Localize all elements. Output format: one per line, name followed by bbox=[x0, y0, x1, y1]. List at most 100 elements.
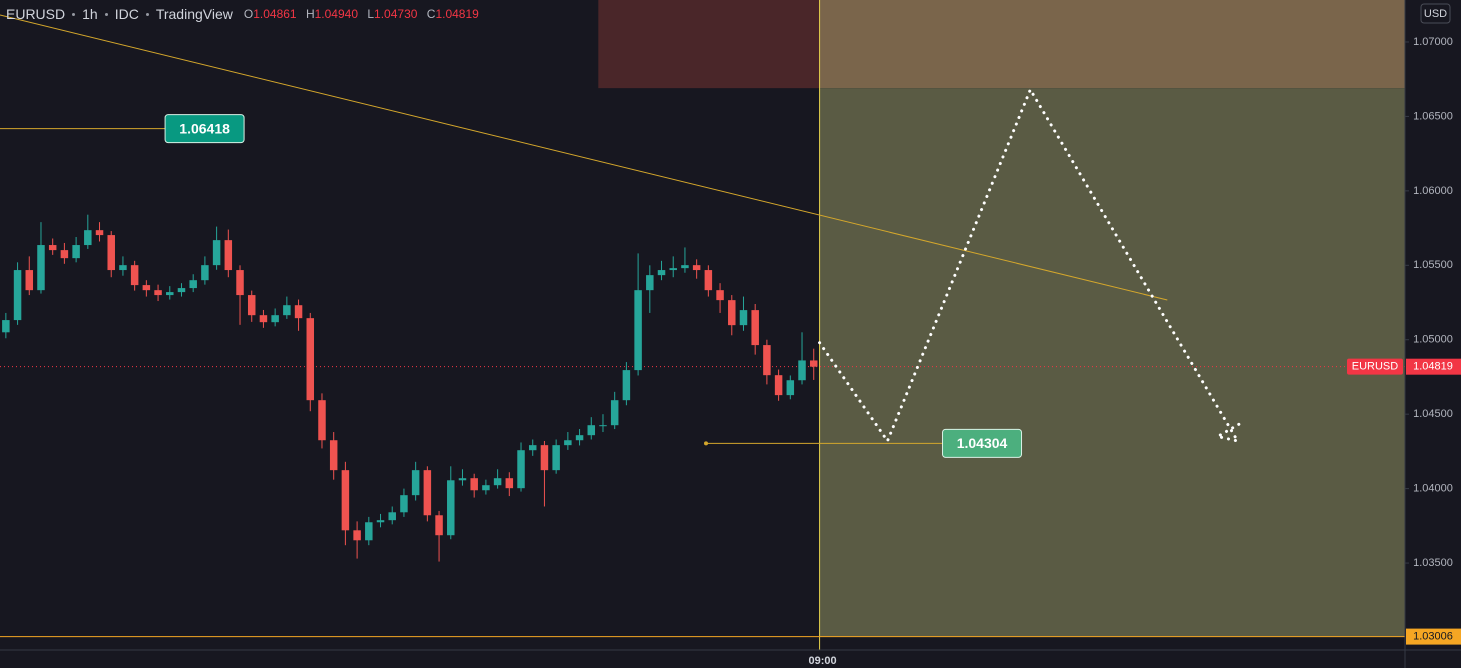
candle-body bbox=[681, 265, 689, 269]
candle-body bbox=[540, 445, 549, 471]
x-tick-label: 09:00 bbox=[809, 655, 837, 667]
y-tick-label: 1.04000 bbox=[1413, 483, 1453, 495]
candle-body bbox=[388, 512, 396, 521]
candle-body bbox=[575, 435, 584, 441]
symbol-label: EURUSD bbox=[1352, 361, 1399, 373]
separator bbox=[145, 12, 149, 16]
candle-body bbox=[142, 285, 151, 291]
candle-body bbox=[13, 270, 22, 321]
ohlc-key: O bbox=[243, 7, 254, 21]
y-tick-label: 1.05000 bbox=[1413, 334, 1453, 346]
candle-body bbox=[107, 235, 115, 271]
ohlc-value: 1.04861 bbox=[253, 7, 297, 21]
annotation-box bbox=[164, 114, 245, 144]
legend: EURUSD 1h IDC TradingView O1.04861 H1.04… bbox=[6, 6, 485, 22]
candle-body bbox=[763, 345, 771, 376]
candle-body bbox=[482, 485, 490, 491]
ohlc-key: H bbox=[305, 7, 315, 21]
candle-body bbox=[564, 440, 572, 446]
projection-path bbox=[818, 86, 1245, 445]
candle-body bbox=[48, 245, 57, 251]
symbol[interactable]: EURUSD bbox=[6, 6, 66, 22]
candle-body bbox=[130, 265, 139, 286]
y-tick-label: 1.03500 bbox=[1413, 557, 1453, 569]
candle-body bbox=[25, 270, 34, 291]
candle-body bbox=[365, 522, 373, 541]
candle-body bbox=[599, 425, 607, 427]
y-tick-label: 1.07000 bbox=[1413, 36, 1453, 48]
currency-button[interactable] bbox=[1420, 3, 1451, 24]
ohlc-value: 1.04819 bbox=[435, 7, 479, 21]
candle-body bbox=[236, 270, 244, 296]
candle-body bbox=[60, 250, 69, 259]
annotation-box bbox=[942, 428, 1023, 458]
candle-body bbox=[739, 310, 748, 326]
candle-body bbox=[177, 288, 186, 293]
candle-body bbox=[400, 495, 408, 513]
candle-body bbox=[259, 315, 268, 323]
candle-body bbox=[470, 478, 478, 491]
candle-body bbox=[447, 480, 455, 536]
y-tick-label: 1.05500 bbox=[1413, 259, 1453, 271]
candle-body bbox=[435, 515, 443, 536]
candle-body bbox=[318, 400, 326, 441]
candle-body bbox=[622, 370, 631, 401]
candle-body bbox=[657, 270, 666, 276]
candle-body bbox=[610, 400, 619, 426]
candle-body bbox=[528, 445, 537, 451]
candle-body bbox=[341, 470, 350, 531]
ohlc: O1.04861 H1.04940 L1.04730 C1.04819 bbox=[244, 7, 485, 21]
candle-body bbox=[37, 245, 45, 291]
platform: TradingView bbox=[155, 6, 233, 22]
y-tick-label: 1.04500 bbox=[1413, 408, 1453, 420]
annotation-label: 1.06418 bbox=[179, 120, 230, 136]
currency[interactable]: USD bbox=[1424, 8, 1447, 20]
candle-body bbox=[166, 292, 174, 296]
last-price-box bbox=[1406, 358, 1461, 375]
candle-body bbox=[154, 290, 162, 296]
candle-body bbox=[751, 310, 759, 346]
separator bbox=[72, 12, 76, 16]
symbol-label-box bbox=[1347, 358, 1403, 375]
candle-body bbox=[119, 265, 127, 271]
ohlc-value: 1.04940 bbox=[314, 7, 359, 21]
candle-body bbox=[271, 315, 279, 323]
candle-body bbox=[201, 265, 209, 281]
y-tick-label: 1.06500 bbox=[1413, 110, 1453, 122]
candle-body bbox=[329, 440, 338, 471]
ohlc-key: C bbox=[426, 7, 436, 21]
candle-body bbox=[411, 470, 420, 496]
candle-body bbox=[247, 295, 256, 316]
candle-body bbox=[646, 275, 654, 291]
candle-body bbox=[72, 245, 80, 259]
level-label: 1.03006 bbox=[1413, 631, 1453, 643]
y-tick-label: 1.06000 bbox=[1413, 185, 1453, 197]
candle-body bbox=[353, 530, 361, 541]
candle-body bbox=[716, 290, 724, 301]
candle-body bbox=[798, 360, 806, 381]
ohlc-key: L bbox=[367, 7, 375, 21]
candle-body bbox=[458, 478, 467, 481]
position-zone bbox=[819, 0, 1405, 89]
candle-body bbox=[552, 445, 560, 471]
level-label-box bbox=[1406, 628, 1461, 645]
candle-body bbox=[517, 450, 525, 489]
candle-body bbox=[634, 290, 642, 371]
candle-body bbox=[189, 280, 197, 289]
interval[interactable]: 1h bbox=[82, 6, 98, 22]
candle-body bbox=[704, 270, 713, 291]
candle-body bbox=[224, 240, 233, 271]
candle-body bbox=[283, 305, 291, 316]
plot-area: 1.06418 1.04304 bbox=[0, 0, 1405, 650]
candle-body bbox=[728, 300, 736, 326]
candle-body bbox=[84, 230, 92, 246]
candle-body bbox=[809, 360, 818, 367]
candle-body bbox=[774, 375, 783, 396]
trend-line bbox=[0, 14, 1168, 301]
position-zone bbox=[819, 88, 1405, 637]
separator bbox=[104, 12, 108, 16]
candle-body bbox=[423, 470, 432, 516]
candle-body bbox=[95, 230, 104, 236]
